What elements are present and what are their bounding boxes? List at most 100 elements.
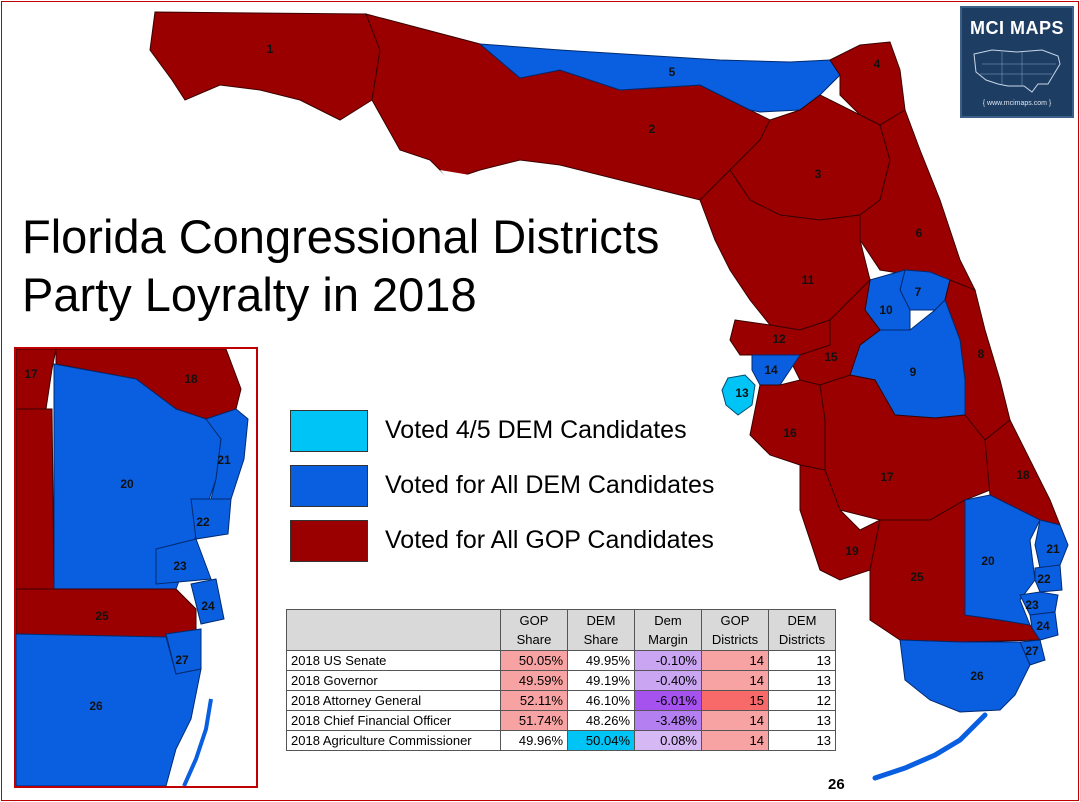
map-label-d13: 13 <box>735 386 749 400</box>
dem-margin: -6.01% <box>634 690 702 711</box>
inset-district-24-shape <box>190 578 225 625</box>
map-label-d9: 9 <box>910 365 917 379</box>
table-header-dem-margin: Dem Margin <box>634 609 702 651</box>
dem-districts: 13 <box>768 730 836 751</box>
district-22-shape <box>1034 564 1063 593</box>
south-florida-inset: 17 18 20 21 22 23 24 25 27 26 <box>14 347 258 788</box>
map-label-d7: 7 <box>915 285 922 299</box>
map-label-d4: 4 <box>874 57 881 71</box>
gop-districts: 14 <box>701 670 769 691</box>
table-header-gop-districts: GOP Districts <box>701 609 769 651</box>
gop-share: 52.11% <box>500 690 568 711</box>
dem-margin: -0.10% <box>634 650 702 671</box>
gop-districts: 14 <box>701 730 769 751</box>
inset-district-23-shape <box>155 538 212 585</box>
inset-label-d23: 23 <box>173 559 187 573</box>
results-table: GOP Share DEM Share Dem Margin GOP Districts… <box>286 609 836 751</box>
map-label-d25: 25 <box>910 570 924 584</box>
logo-url: { www.mcimaps.com } <box>982 100 1052 107</box>
gop-share: 51.74% <box>500 710 568 731</box>
dem-share: 49.19% <box>567 670 635 691</box>
table-row: 2018 Chief Financial Officer 51.74% 48.2… <box>286 710 836 731</box>
inset-district-22-shape <box>190 498 232 540</box>
district-26-shape <box>899 639 1031 713</box>
map-label-d10: 10 <box>879 303 893 317</box>
map-label-d24: 24 <box>1036 619 1050 633</box>
map-label-d26: 26 <box>970 669 984 683</box>
table-row: 2018 Agriculture Commissioner 49.96% 50.… <box>286 730 836 751</box>
race-name: 2018 US Senate <box>286 650 501 671</box>
map-label-d11: 11 <box>802 273 815 287</box>
inset-label-d26: 26 <box>89 699 103 713</box>
legend-item-dem-all: Voted for All DEM Candidates <box>290 465 770 509</box>
map-label-d27: 27 <box>1025 644 1039 658</box>
table-header-gop-share: GOP Share <box>500 609 568 651</box>
inset-map: 17 18 20 21 22 23 24 25 27 26 <box>16 349 249 786</box>
title-line-1: Florida Congressional Districts <box>22 210 660 263</box>
map-label-d19: 19 <box>845 544 859 558</box>
map-label-d12: 12 <box>772 332 786 346</box>
district-23-shape <box>1019 591 1059 616</box>
map-label-d20: 20 <box>981 554 995 568</box>
dem-districts: 13 <box>768 710 836 731</box>
district-2-shape <box>365 13 771 201</box>
map-label-d16: 16 <box>783 426 797 440</box>
page-title: Florida Congressional Districts Party Lo… <box>22 208 659 324</box>
table-row: 2018 Governor 49.59% 49.19% -0.40% 14 13 <box>286 670 836 691</box>
inset-label-d17: 17 <box>24 367 38 381</box>
race-name: 2018 Chief Financial Officer <box>286 710 501 731</box>
legend-swatch-dem-all <box>290 465 368 507</box>
map-label-d3: 3 <box>815 167 822 181</box>
inset-label-d20: 20 <box>120 477 134 491</box>
legend-item-gop-all: Voted for All GOP Candidates <box>290 520 770 564</box>
dem-districts: 13 <box>768 650 836 671</box>
legend-swatch-gop-all <box>290 520 368 562</box>
inset-label-d22: 22 <box>196 515 210 529</box>
map-label-d18: 18 <box>1016 468 1030 482</box>
dem-share: 46.10% <box>567 690 635 711</box>
map-label-d14: 14 <box>764 363 778 377</box>
table-header-race <box>286 609 501 651</box>
gop-share: 49.96% <box>500 730 568 751</box>
table-header-dem-districts: DEM Districts <box>768 609 836 651</box>
dem-share: 48.26% <box>567 710 635 731</box>
florida-keys-shape <box>872 712 988 781</box>
district-14-shape <box>751 354 801 386</box>
district-1-shape <box>149 11 381 121</box>
legend-swatch-dem-4-5 <box>290 410 368 452</box>
dem-margin: -0.40% <box>634 670 702 691</box>
gop-districts: 15 <box>701 690 769 711</box>
map-label-d21: 21 <box>1046 542 1060 556</box>
table-row: 2018 US Senate 50.05% 49.95% -0.10% 14 1… <box>286 650 836 671</box>
inset-label-d24: 24 <box>201 599 215 613</box>
inset-district-25-shape <box>16 588 197 640</box>
dem-districts: 13 <box>768 670 836 691</box>
gop-share: 50.05% <box>500 650 568 671</box>
inset-label-d21: 21 <box>217 453 231 467</box>
inset-keys-shape <box>182 698 213 786</box>
inset-label-d27: 27 <box>175 653 189 667</box>
gop-districts: 14 <box>701 710 769 731</box>
gop-share: 49.59% <box>500 670 568 691</box>
dem-share: 49.95% <box>567 650 635 671</box>
gop-districts: 14 <box>701 650 769 671</box>
map-label-d1: 1 <box>267 42 274 56</box>
dem-share: 50.04% <box>567 730 635 751</box>
logo-title: MCI MAPS <box>970 18 1064 38</box>
map-label-d22: 22 <box>1037 572 1051 586</box>
district-13-shape <box>721 374 756 416</box>
legend-item-dem-4-5: Voted 4/5 DEM Candidates <box>290 410 770 454</box>
map-label-d2: 2 <box>649 122 656 136</box>
map-label-d23: 23 <box>1025 598 1039 612</box>
race-name: 2018 Agriculture Commissioner <box>286 730 501 751</box>
dem-margin: 0.08% <box>634 730 702 751</box>
inset-district-17-shape <box>16 349 57 410</box>
inset-label-d25: 25 <box>95 609 109 623</box>
us-map-icon <box>973 49 1061 93</box>
table-header-dem-share: DEM Share <box>567 609 635 651</box>
bay-shape <box>440 170 500 185</box>
legend-label-dem-all: Voted for All DEM Candidates <box>385 471 715 499</box>
inset-label-d18: 18 <box>184 372 198 386</box>
